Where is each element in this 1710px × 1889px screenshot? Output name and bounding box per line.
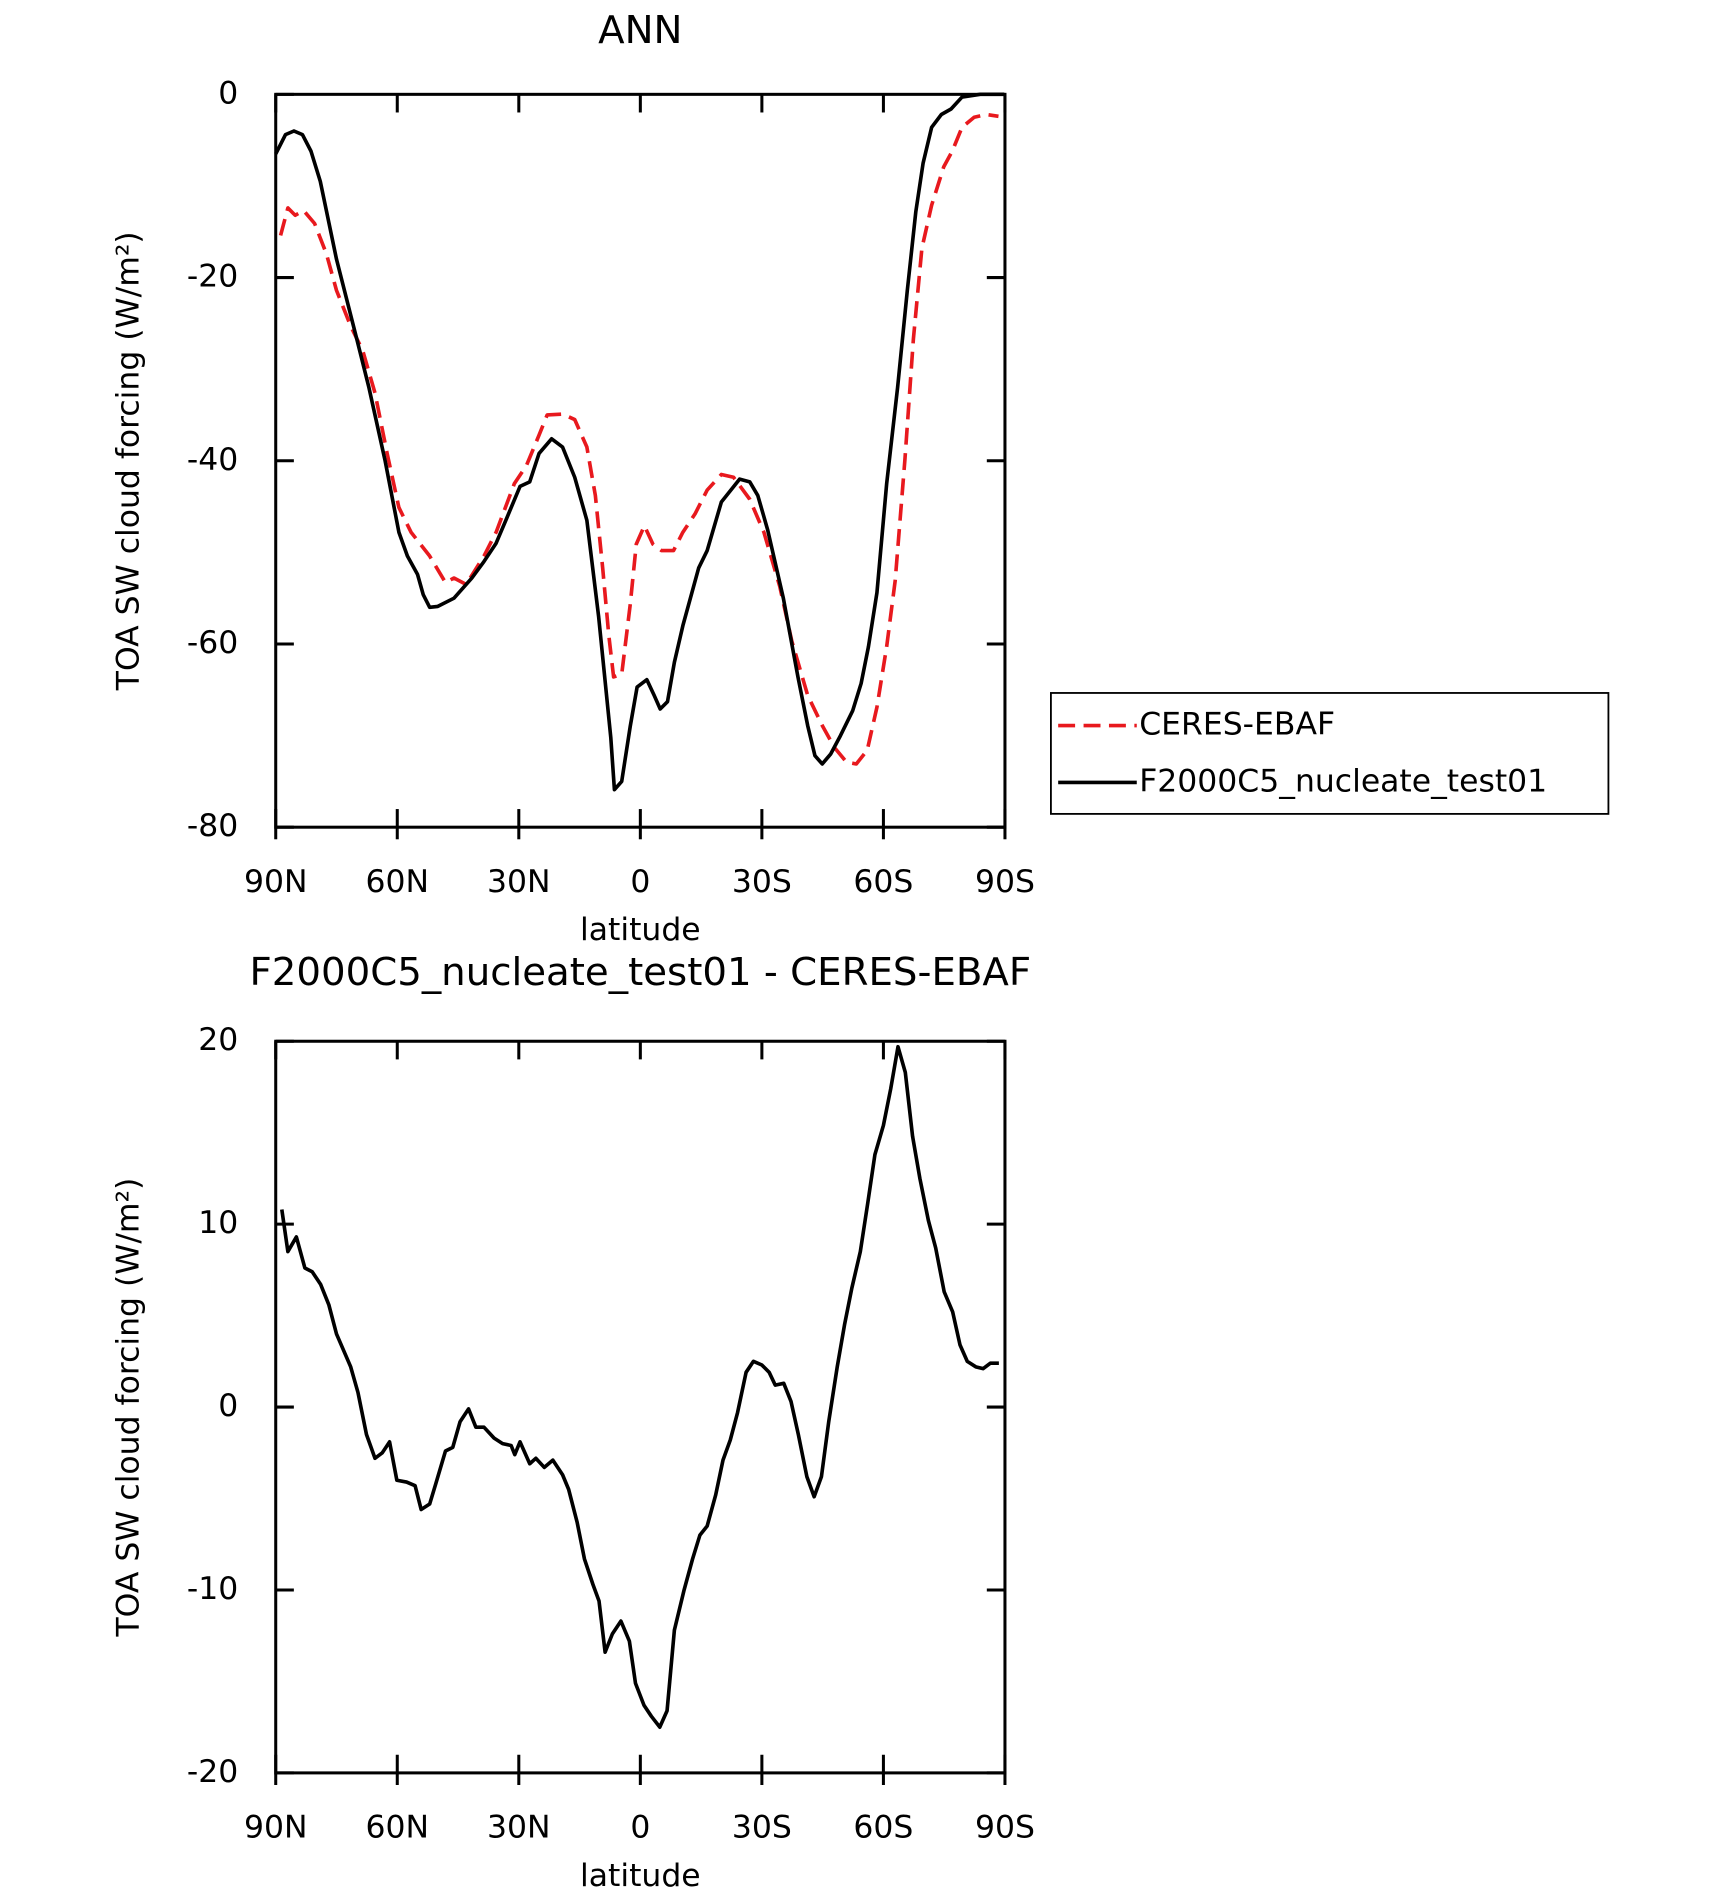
chart-title: F2000C5_nucleate_test01 - CERES-EBAF — [250, 950, 1032, 995]
x-tick-label: 60N — [366, 1810, 430, 1846]
x-tick-label: 90S — [975, 1810, 1035, 1846]
x-tick-label: 30S — [732, 1810, 792, 1846]
data-line — [274, 92, 1005, 792]
x-tick-label: 60N — [366, 864, 430, 900]
x-tick-label: 90N — [244, 864, 308, 900]
x-tick-label: 30N — [487, 864, 551, 900]
y-axis-label: TOA SW cloud forcing (W/m²) — [110, 1178, 146, 1638]
x-axis-label: latitude — [580, 1858, 701, 1889]
legend-box — [1050, 692, 1610, 815]
y-tick-label: 10 — [198, 1205, 238, 1241]
x-tick-label: 90S — [975, 864, 1035, 900]
x-tick-label: 0 — [630, 1810, 650, 1846]
x-tick-label: 90N — [244, 1810, 308, 1846]
y-tick-label: 0 — [218, 75, 238, 111]
data-line — [278, 112, 999, 766]
data-line — [280, 1044, 999, 1729]
x-tick-label: 60S — [853, 1810, 913, 1846]
x-tick-label: 30N — [487, 1810, 551, 1846]
legend-label: F2000C5_nucleate_test01 — [1139, 763, 1547, 799]
y-tick-label: -40 — [187, 442, 238, 478]
y-tick-label: 0 — [218, 1388, 238, 1424]
y-axis-label: TOA SW cloud forcing (W/m²) — [110, 231, 146, 691]
y-tick-label: -20 — [187, 259, 238, 295]
y-tick-label: -10 — [187, 1571, 238, 1607]
x-tick-label: 60S — [853, 864, 913, 900]
y-tick-label: -60 — [187, 625, 238, 661]
y-tick-label: -80 — [187, 808, 238, 844]
x-tick-label: 30S — [732, 864, 792, 900]
y-tick-label: -20 — [187, 1754, 238, 1790]
x-tick-label: 0 — [630, 864, 650, 900]
x-axis-label: latitude — [580, 912, 701, 948]
legend-label: CERES-EBAF — [1139, 707, 1335, 743]
y-tick-label: 20 — [198, 1022, 238, 1058]
chart-title: ANN — [598, 8, 682, 53]
